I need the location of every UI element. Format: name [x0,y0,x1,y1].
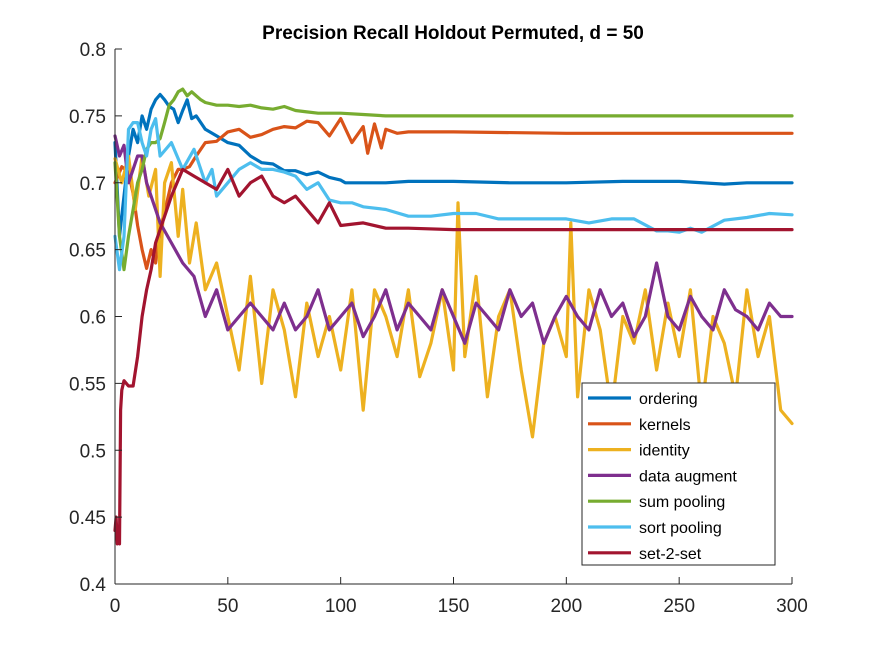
y-tick-label: 0.75 [69,107,106,128]
legend-label-sort-pooling: sort pooling [639,520,722,537]
plot-area: 0 50 100 150 200 250 300 0.4 0.45 0.5 0.55 0.6 0.65 0… [69,40,808,617]
legend-label-sum-pooling: sum pooling [639,494,725,511]
x-tick-label: 300 [776,596,808,617]
series-line-sum-pooling [113,87,794,272]
legend-label-ordering: ordering [639,391,698,408]
series-line-ordering [113,92,794,238]
y-tick-label: 0.55 [69,374,106,395]
legend-label-data-augment: data augment [639,468,737,485]
y-tick-label: 0.4 [80,575,107,596]
x-tick-label: 50 [217,596,238,617]
y-tick-label: 0.8 [80,40,106,61]
x-tick-label: 0 [110,596,121,617]
legend-label-set-2-set: set-2-set [639,546,702,563]
x-tick-label: 150 [438,596,470,617]
series-line-kernels [113,116,794,270]
series-line-set-2-set [113,167,794,546]
y-tick-label: 0.45 [69,508,106,529]
y-tick-label: 0.6 [80,308,106,329]
y-tick-label: 0.5 [80,441,106,462]
series-line-identity [113,154,794,439]
series-layer [113,87,794,546]
legend-label-kernels: kernels [639,417,691,434]
legend-label-identity: identity [639,443,690,460]
x-tick-label: 200 [550,596,582,617]
x-tick-label: 100 [325,596,357,617]
chart-title: Precision Recall Holdout Permuted, d = 5… [262,23,644,44]
series-line-sort-pooling [113,116,794,272]
x-tick-label: 250 [663,596,695,617]
series-line-data-augment [113,134,794,345]
legend: ordering kernels identity data augment sum p… [581,382,776,566]
y-tick-label: 0.65 [69,241,106,262]
y-tick-label: 0.7 [80,174,106,195]
axes-layer: 0 50 100 150 200 250 300 0.4 0.45 0.5 0.55 0.6 0.65 0… [69,40,808,617]
